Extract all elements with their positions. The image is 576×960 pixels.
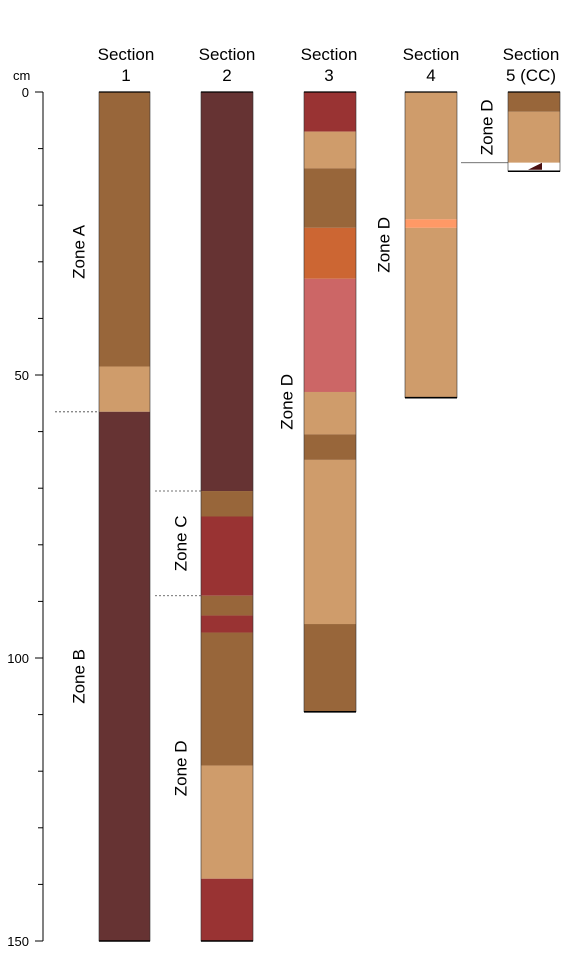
section-2-column bbox=[200, 91, 254, 942]
section-4-interval bbox=[405, 227, 457, 398]
section-1-header: Section 1 bbox=[81, 44, 171, 86]
depth-tick-label: 0 bbox=[22, 85, 29, 100]
depth-tick-label: 100 bbox=[7, 651, 29, 666]
section-5-header-line1: Section bbox=[502, 45, 560, 64]
zone-label: Zone A bbox=[69, 224, 88, 279]
section-5-interval bbox=[508, 92, 560, 112]
zone-label: Zone D bbox=[477, 100, 496, 156]
section-3-interval bbox=[304, 278, 356, 392]
section-4-interval bbox=[405, 219, 457, 228]
section-2-interval bbox=[201, 92, 253, 492]
section-3-interval bbox=[304, 434, 356, 460]
section-1-header-line1: Section bbox=[97, 45, 155, 64]
zone-label: Zone D bbox=[374, 217, 393, 273]
section-4-header-line1: Section bbox=[402, 45, 460, 64]
section-3-header-line1: Section bbox=[300, 45, 358, 64]
section-2-interval bbox=[201, 765, 253, 879]
section-5-column bbox=[507, 91, 561, 173]
section-5-interval bbox=[508, 111, 560, 163]
section-3-interval bbox=[304, 391, 356, 435]
zone-label: Zone D bbox=[171, 740, 190, 796]
section-2-interval bbox=[201, 516, 253, 596]
section-2-interval bbox=[201, 491, 253, 517]
section-3-interval bbox=[304, 624, 356, 712]
section-3-header: Section 3 bbox=[284, 44, 374, 86]
section-2-interval bbox=[201, 632, 253, 766]
section-3-header-line2: 3 bbox=[324, 66, 334, 85]
section-2-header: Section 2 bbox=[182, 44, 272, 86]
depth-tick-label: 150 bbox=[7, 934, 29, 949]
section-3-interval bbox=[304, 227, 356, 279]
depth-unit-label: cm bbox=[13, 68, 31, 83]
zone-label: Zone D bbox=[277, 374, 296, 430]
section-3-interval bbox=[304, 131, 356, 169]
zone-label: Zone B bbox=[69, 649, 88, 704]
section-3-interval bbox=[304, 459, 356, 625]
section-1-column bbox=[98, 91, 151, 942]
section-2-header-line1: Section bbox=[198, 45, 256, 64]
section-3-interval bbox=[304, 92, 356, 132]
section-4-column bbox=[404, 91, 458, 399]
section-3-column bbox=[303, 91, 357, 713]
section-1-header-line2: 1 bbox=[121, 66, 131, 85]
section-1-interval bbox=[99, 366, 150, 412]
section-3-interval bbox=[304, 168, 356, 228]
depth-tick-label: 50 bbox=[15, 368, 29, 383]
section-4-header-line2: 4 bbox=[426, 66, 436, 85]
section-2-interval bbox=[201, 878, 253, 941]
zone-label: Zone C bbox=[171, 516, 190, 572]
section-2-interval bbox=[201, 615, 253, 633]
section-1-interval bbox=[99, 411, 150, 941]
core-catcher-symbol bbox=[528, 162, 542, 170]
section-2-header-line2: 2 bbox=[222, 66, 232, 85]
section-4-header: Section 4 bbox=[386, 44, 476, 86]
section-1-interval bbox=[99, 92, 150, 367]
section-4-interval bbox=[405, 92, 457, 220]
section-5-header: Section 5 (CC) bbox=[486, 44, 576, 86]
section-5-header-line2: 5 (CC) bbox=[505, 66, 557, 85]
section-2-interval bbox=[201, 595, 253, 616]
